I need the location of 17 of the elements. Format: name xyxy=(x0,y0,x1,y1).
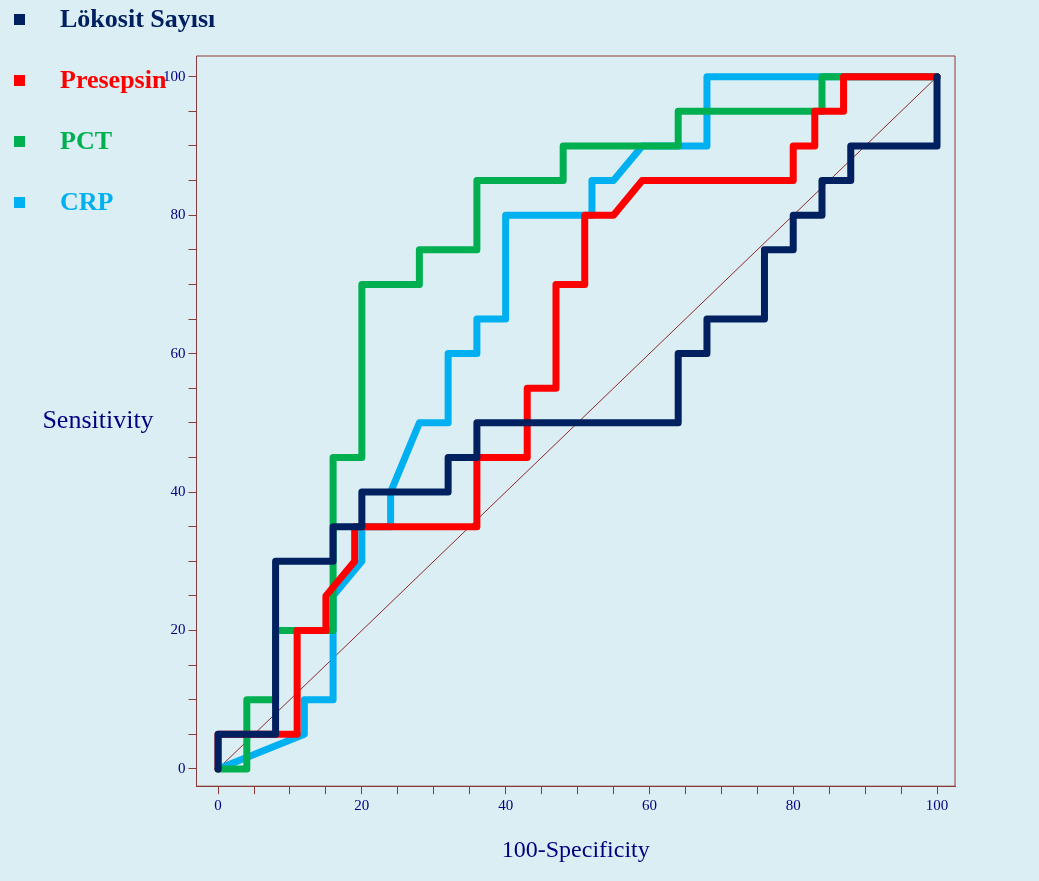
x-tick-label: 0 xyxy=(214,797,222,814)
legend-label: CRP xyxy=(60,186,114,216)
y-tick-label: 0 xyxy=(178,759,186,776)
y-axis-title: Sensitivity xyxy=(42,404,154,434)
legend-label: PCT xyxy=(60,125,112,155)
y-tick-label: 40 xyxy=(170,482,186,499)
x-tick-label: 100 xyxy=(925,797,949,814)
y-tick-label: 80 xyxy=(170,206,186,223)
y-tick-label: 20 xyxy=(170,621,186,638)
x-tick-label: 60 xyxy=(641,797,657,814)
x-tick-label: 40 xyxy=(498,797,514,814)
legend-label: Presepsin xyxy=(60,64,167,94)
y-tick-label: 60 xyxy=(170,344,186,361)
legend-label: Lökosit Sayısı xyxy=(60,3,216,33)
x-axis-title: 100-Specificity xyxy=(501,835,650,862)
x-tick-label: 20 xyxy=(354,797,370,814)
x-tick-label: 80 xyxy=(785,797,801,814)
